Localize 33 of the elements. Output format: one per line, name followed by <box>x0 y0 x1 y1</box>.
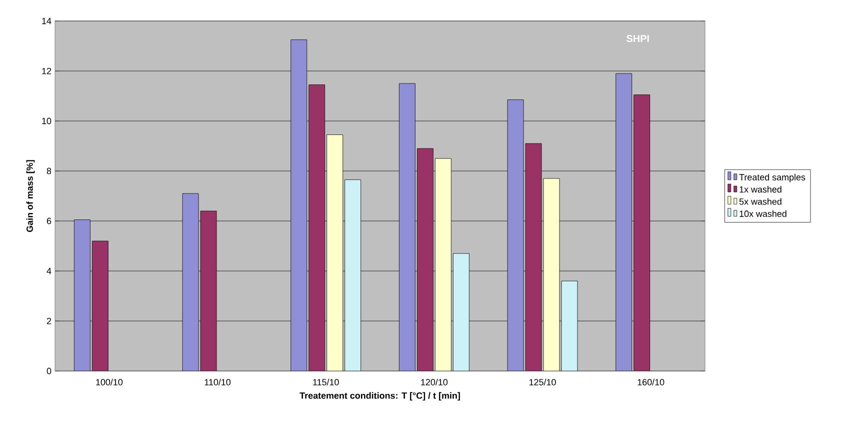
bar <box>182 193 199 371</box>
legend-label: 10x washed <box>740 210 786 217</box>
y-tick-label: 14 <box>42 18 52 24</box>
x-axis-title: Treatement conditions: T [°C] / t [min] <box>300 392 460 401</box>
bar <box>616 73 632 371</box>
legend-label: 1x washed <box>740 186 782 193</box>
x-tick-label: 115/10 <box>313 378 339 386</box>
annotation: SHPI <box>626 35 649 42</box>
y-tick-label: 10 <box>42 118 52 124</box>
x-tick-label: 110/10 <box>204 378 231 386</box>
y-axis-title: Gain of mass [%] <box>26 160 35 232</box>
y-tick-label: 8 <box>46 168 52 174</box>
bar <box>200 210 217 371</box>
y-tick-label: 0 <box>46 368 52 374</box>
bar <box>398 83 416 371</box>
bar <box>290 40 308 371</box>
legend-label: 5x washed <box>739 198 782 205</box>
legend-label: Treated samples <box>739 174 806 182</box>
y-tick-label: 2 <box>46 318 52 324</box>
y-tick-label: 12 <box>42 68 52 74</box>
x-tick-label: 120/10 <box>421 378 448 386</box>
bar <box>92 240 108 371</box>
x-tick-label: 100/10 <box>96 378 123 386</box>
bar <box>507 100 524 371</box>
bar <box>634 94 650 371</box>
bar <box>74 220 90 371</box>
y-tick-label: 6 <box>46 218 52 224</box>
bar <box>416 148 434 371</box>
bar <box>525 143 542 371</box>
x-tick-label: 125/10 <box>529 378 556 386</box>
bar <box>308 84 326 371</box>
x-tick-label: 160/10 <box>638 378 664 386</box>
y-tick-label: 4 <box>46 268 52 274</box>
